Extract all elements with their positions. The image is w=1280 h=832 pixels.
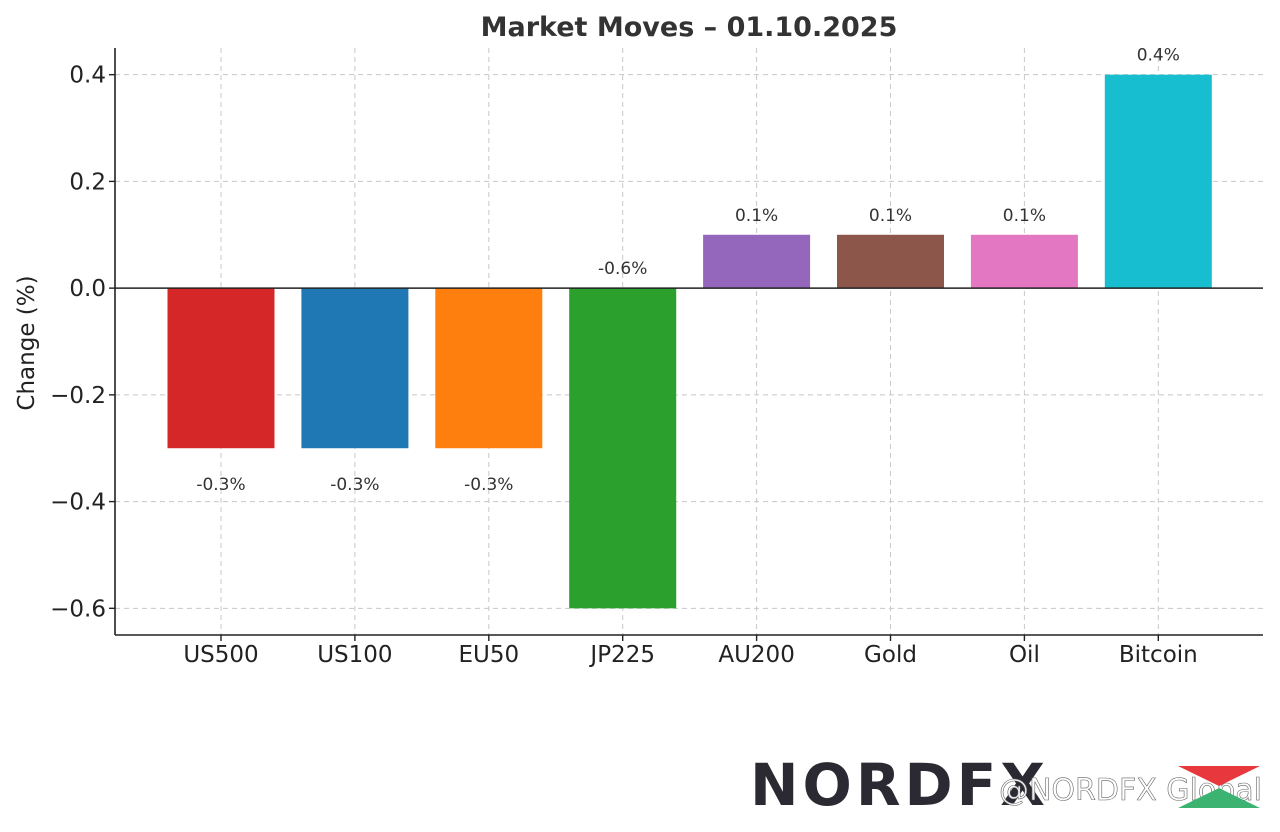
y-tick-label: −0.2 bbox=[50, 383, 106, 409]
y-ticks: −0.6 −0.4 −0.2 0.0 0.2 0.4 bbox=[50, 63, 115, 622]
data-label: -0.6% bbox=[598, 259, 647, 279]
nordfx-logo: NORDFX @NORDFX Global bbox=[750, 751, 1262, 819]
logo-x-top bbox=[1178, 766, 1260, 786]
data-labels: -0.3% -0.3% -0.3% -0.6% 0.1% 0.1% 0.1% 0.4% bbox=[196, 46, 1180, 496]
axes bbox=[114, 48, 1263, 636]
y-tick-label: 0.2 bbox=[69, 169, 106, 195]
data-label: 0.1% bbox=[869, 206, 912, 226]
bar-eu50 bbox=[435, 288, 543, 449]
data-label: -0.3% bbox=[196, 475, 245, 495]
bar-au200 bbox=[703, 234, 811, 289]
x-tick-label: US100 bbox=[317, 642, 392, 668]
x-tick-label: Oil bbox=[1009, 642, 1040, 668]
data-label: 0.1% bbox=[1003, 206, 1046, 226]
y-axis-label: Change (%) bbox=[14, 275, 40, 410]
brand-wordmark: NORDFX bbox=[750, 751, 1049, 819]
x-tick-label: Bitcoin bbox=[1119, 642, 1198, 668]
bar-bitcoin bbox=[1104, 74, 1212, 289]
data-label: -0.3% bbox=[464, 475, 513, 495]
y-tick-label: 0.4 bbox=[69, 63, 106, 89]
y-tick-label: 0.0 bbox=[69, 276, 106, 302]
data-label: 0.1% bbox=[735, 206, 778, 226]
x-tick-label: JP225 bbox=[588, 642, 655, 668]
grid bbox=[115, 48, 1263, 635]
x-tick-label: EU50 bbox=[458, 642, 519, 668]
x-tick-label: AU200 bbox=[718, 642, 794, 668]
data-label: -0.3% bbox=[330, 475, 379, 495]
bar-oil bbox=[970, 234, 1078, 289]
logo-x-bottom bbox=[1178, 788, 1260, 808]
bars bbox=[167, 74, 1212, 609]
bar-gold bbox=[837, 234, 944, 289]
x-ticks: US500 US100 EU50 JP225 AU200 Gold Oil Bitcoin bbox=[183, 635, 1198, 668]
bar-us100 bbox=[301, 288, 409, 449]
x-tick-label: Gold bbox=[864, 642, 917, 668]
data-label: 0.4% bbox=[1137, 46, 1180, 66]
chart-title: Market Moves – 01.10.2025 bbox=[481, 12, 898, 43]
bar-us500 bbox=[167, 288, 275, 449]
y-tick-label: −0.6 bbox=[50, 596, 106, 622]
y-tick-label: −0.4 bbox=[50, 490, 106, 516]
bar-jp225 bbox=[569, 288, 677, 609]
x-tick-label: US500 bbox=[183, 642, 258, 668]
